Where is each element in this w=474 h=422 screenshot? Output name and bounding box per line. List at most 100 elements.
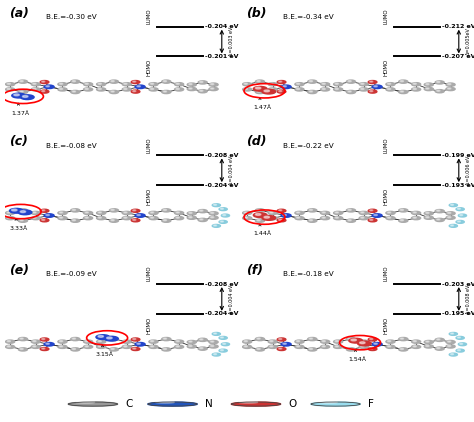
Text: LUMO: LUMO [383, 266, 388, 281]
Circle shape [437, 348, 440, 349]
Circle shape [151, 88, 154, 89]
Circle shape [435, 347, 444, 350]
Circle shape [255, 338, 264, 341]
Circle shape [295, 340, 304, 343]
Circle shape [135, 214, 145, 217]
Circle shape [348, 338, 351, 339]
Circle shape [348, 220, 351, 221]
Text: -0.207 eV: -0.207 eV [442, 54, 474, 59]
Circle shape [361, 217, 364, 218]
Circle shape [14, 94, 19, 96]
Circle shape [357, 341, 371, 346]
Circle shape [320, 216, 329, 220]
Circle shape [71, 338, 80, 341]
Circle shape [85, 212, 88, 213]
Circle shape [413, 341, 416, 342]
Circle shape [268, 216, 277, 220]
Circle shape [277, 209, 286, 212]
Circle shape [189, 341, 192, 342]
Circle shape [424, 87, 433, 91]
Circle shape [58, 345, 67, 349]
Circle shape [334, 83, 343, 86]
Circle shape [73, 209, 75, 211]
Circle shape [244, 88, 247, 89]
Circle shape [435, 210, 444, 213]
Circle shape [174, 211, 183, 214]
Circle shape [18, 219, 27, 222]
Circle shape [46, 214, 49, 216]
Circle shape [76, 401, 95, 403]
Circle shape [220, 221, 223, 222]
Circle shape [189, 84, 192, 85]
Circle shape [308, 80, 317, 83]
Circle shape [133, 348, 136, 349]
Circle shape [131, 209, 140, 212]
Circle shape [424, 216, 433, 219]
Circle shape [446, 212, 455, 215]
Text: HOMO: HOMO [146, 59, 151, 76]
Circle shape [243, 216, 252, 220]
Circle shape [33, 341, 36, 342]
Circle shape [244, 346, 247, 347]
Circle shape [187, 83, 196, 86]
Circle shape [277, 219, 286, 222]
Circle shape [279, 91, 282, 92]
Circle shape [359, 345, 368, 349]
Circle shape [164, 338, 166, 339]
Text: (f): (f) [246, 264, 263, 277]
Circle shape [399, 80, 408, 83]
Circle shape [60, 217, 63, 218]
Circle shape [220, 337, 223, 338]
Circle shape [98, 346, 101, 347]
Circle shape [20, 211, 26, 213]
Text: HOMO: HOMO [383, 188, 388, 205]
Circle shape [277, 338, 286, 341]
Circle shape [368, 90, 377, 93]
Circle shape [6, 345, 15, 349]
Circle shape [360, 342, 365, 344]
Circle shape [137, 86, 140, 87]
Circle shape [210, 341, 214, 342]
Circle shape [320, 88, 329, 91]
Circle shape [11, 209, 17, 211]
Circle shape [98, 88, 101, 89]
Circle shape [162, 338, 171, 341]
Circle shape [361, 346, 364, 347]
Circle shape [22, 95, 28, 97]
Circle shape [85, 217, 88, 218]
Circle shape [401, 209, 403, 211]
Circle shape [85, 341, 88, 342]
Circle shape [270, 217, 273, 218]
Text: -0.204 eV: -0.204 eV [205, 311, 238, 316]
Circle shape [68, 402, 118, 406]
Circle shape [46, 86, 49, 87]
Circle shape [73, 338, 75, 339]
Circle shape [268, 345, 277, 349]
Circle shape [257, 91, 260, 92]
Circle shape [295, 88, 304, 91]
Circle shape [109, 219, 118, 222]
Circle shape [446, 345, 455, 348]
Circle shape [297, 88, 300, 89]
Circle shape [214, 333, 217, 334]
Text: 3.33Å: 3.33Å [9, 226, 27, 231]
Circle shape [60, 346, 63, 347]
Circle shape [124, 212, 127, 213]
Circle shape [334, 88, 343, 91]
Circle shape [297, 212, 300, 213]
Text: (c): (c) [9, 135, 28, 149]
Circle shape [109, 338, 118, 341]
Circle shape [18, 338, 27, 341]
Circle shape [295, 345, 304, 349]
Circle shape [131, 338, 140, 341]
Circle shape [12, 93, 26, 98]
Circle shape [388, 341, 391, 342]
Circle shape [310, 91, 312, 92]
Text: LUMO: LUMO [146, 137, 151, 153]
Circle shape [60, 88, 63, 89]
Circle shape [456, 349, 464, 352]
Circle shape [370, 81, 373, 82]
Circle shape [388, 217, 391, 218]
Circle shape [308, 338, 317, 341]
Circle shape [109, 90, 118, 94]
